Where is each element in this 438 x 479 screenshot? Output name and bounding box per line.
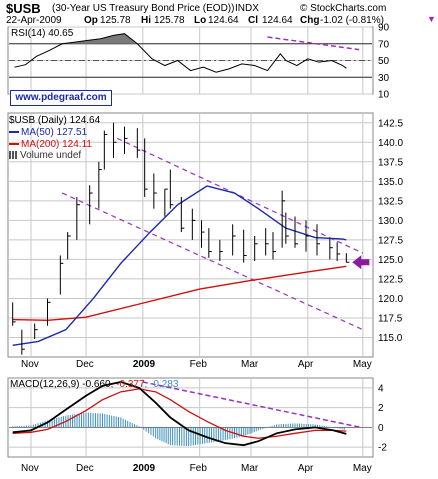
y-tick-label: 127.5	[378, 235, 403, 246]
symbol-description: (30-Year US Treasury Bond Price (EOD))	[52, 3, 235, 14]
current-price-arrow	[352, 255, 370, 270]
rsi-overbought-fill	[14, 33, 347, 44]
exchange: INDX	[235, 3, 259, 14]
copyright: © StockCharts.com	[300, 3, 387, 14]
y-tick-label: 142.5	[378, 118, 403, 129]
macd-signal-line	[12, 388, 347, 439]
close-label: Cl	[248, 15, 258, 26]
change-down-icon: ▼	[427, 14, 436, 24]
data-layer	[9, 33, 372, 447]
y-tick-label: 2	[378, 403, 384, 414]
y-tick-label: 30	[378, 73, 390, 84]
volume-legend-swatch	[9, 151, 17, 160]
histogram-value: -0.283	[150, 379, 179, 390]
month-tick-label: Mar	[241, 463, 259, 474]
price-legend-title: $USB (Daily) 124.64	[9, 115, 101, 126]
ma50-line	[12, 185, 347, 346]
ma200-legend-swatch	[9, 143, 19, 146]
month-tick-label: Apr	[298, 463, 314, 474]
y-tick-label: 0	[378, 423, 384, 434]
y-tick-label: 115.0	[378, 333, 403, 344]
macd-value: -0.660	[82, 379, 111, 390]
y-tick-label: 132.5	[378, 196, 403, 207]
month-tick-label: Apr	[298, 359, 314, 370]
y-tick-label: 117.5	[378, 313, 403, 324]
y-tick-label: 135.0	[378, 177, 403, 188]
macd-legend: MACD(12,26,9) -0.660, -0.377, -0.283	[10, 379, 179, 390]
macd-panel-frame	[7, 377, 374, 458]
y-tick-label: 125.0	[378, 255, 403, 266]
month-tick-label: Feb	[190, 463, 208, 474]
month-tick-label: Feb	[190, 359, 208, 370]
month-tick-label: Nov	[21, 463, 39, 474]
open-label: Op	[84, 15, 98, 26]
rsi-line	[14, 33, 347, 73]
month-tick-label: May	[353, 463, 372, 474]
macd-trendline	[142, 381, 362, 429]
macd-line	[12, 381, 347, 447]
y-tick-label: 10	[378, 90, 390, 101]
ma50-legend-label: MA(50) 127.51	[21, 127, 88, 138]
low-value: 124.64	[208, 15, 239, 26]
y-tick-label: 90	[378, 23, 390, 34]
volume-legend: Volume undef	[9, 150, 81, 161]
month-tick-label: Nov	[21, 359, 39, 370]
rsi-title: RSI(14) 40.65	[11, 28, 74, 39]
ma50-legend: MA(50) 127.51	[9, 127, 87, 138]
month-tick-label: May	[353, 359, 372, 370]
y-tick-label: 70	[378, 39, 390, 50]
price-upper-trendline	[116, 137, 364, 254]
ma200-legend-label: MA(200) 124.11	[21, 139, 92, 150]
open-value: 125.78	[100, 15, 131, 26]
high-value: 125.78	[154, 15, 185, 26]
month-tick-label: Mar	[241, 359, 259, 370]
change-value: -1.02 (-0.81%)	[320, 15, 384, 26]
signal-value: -0.377	[116, 379, 145, 390]
change-label: Chg	[300, 15, 320, 26]
symbol: $USB	[6, 1, 41, 16]
y-tick-label: 50	[378, 56, 390, 67]
month-tick-label: 2009	[133, 359, 156, 370]
ma50-legend-swatch	[9, 131, 19, 134]
y-tick-label: -2	[378, 443, 387, 454]
macd-legend-title: MACD(12,26,9)	[10, 379, 80, 390]
y-tick-label: 130.0	[378, 216, 403, 227]
quote-date: 22-Apr-2009	[6, 15, 62, 26]
text-layer: Nov Dec 2009 Feb Mar Apr May Nov Dec 2009 Feb Mar Ap…	[21, 23, 403, 475]
price-panel-frame	[7, 112, 374, 358]
ma200-legend: MA(200) 124.11	[9, 139, 92, 150]
high-label: Hi	[141, 15, 151, 26]
month-tick-label: Dec	[76, 463, 94, 474]
y-tick-label: 120.0	[378, 294, 403, 305]
volume-legend-label: Volume undef	[20, 150, 82, 161]
price-lower-trendline	[61, 192, 364, 331]
low-label: Lo	[194, 15, 207, 26]
y-tick-label: 137.5	[378, 157, 403, 168]
month-tick-label: Dec	[76, 359, 94, 370]
close-value: 124.64	[262, 15, 293, 26]
month-tick-label: 2009	[133, 463, 156, 474]
y-tick-label: 140.0	[378, 138, 403, 149]
y-tick-label: 122.5	[378, 274, 403, 285]
watermark-link[interactable]: www.pdegraaf.com	[10, 90, 112, 106]
y-tick-label: 4	[378, 383, 384, 394]
ma200-line	[12, 265, 347, 322]
